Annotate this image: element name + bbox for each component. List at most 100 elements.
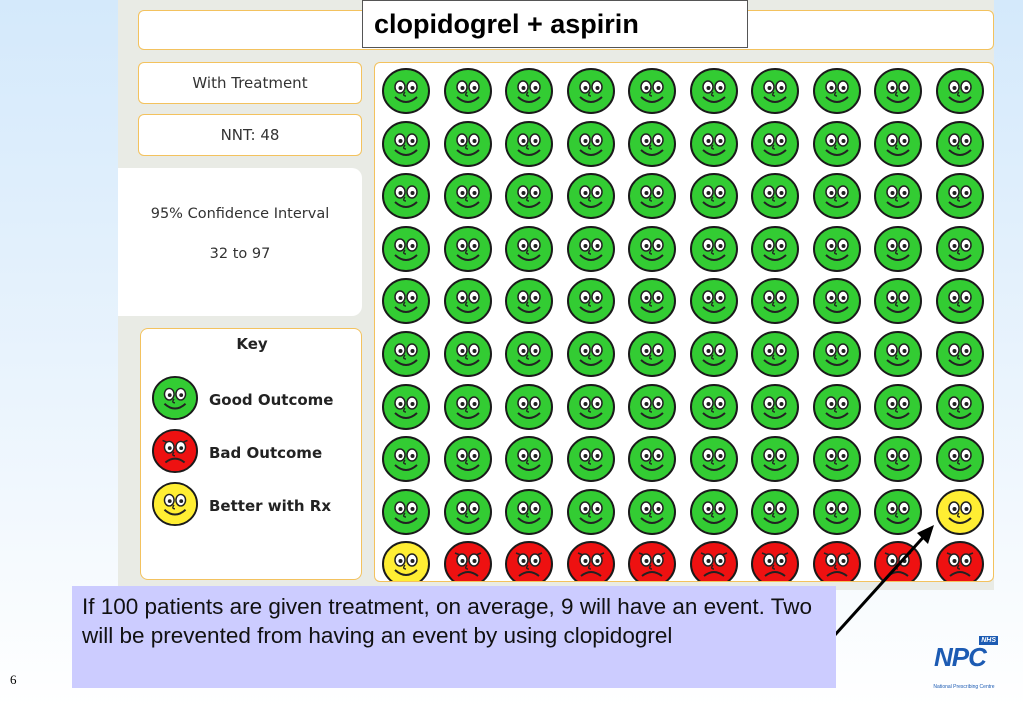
bad-outcome-face-icon	[443, 540, 493, 581]
good-outcome-face-icon	[443, 435, 493, 483]
npc-logo-subtitle: National Prescribing Centre	[933, 684, 995, 690]
key-title: Key	[236, 335, 268, 353]
good-outcome-face-icon	[627, 225, 677, 273]
good-outcome-face-icon	[873, 225, 923, 273]
good-outcome-face-icon	[935, 277, 985, 325]
good-outcome-face-icon	[812, 172, 862, 220]
bad-outcome-face-icon	[873, 540, 923, 581]
good-outcome-face-icon	[689, 277, 739, 325]
good-outcome-face-icon	[504, 277, 554, 325]
good-outcome-face-icon	[504, 225, 554, 273]
good-outcome-face-icon	[566, 383, 616, 431]
good-outcome-face-icon	[566, 172, 616, 220]
good-outcome-face-icon	[381, 172, 431, 220]
good-outcome-face-icon	[935, 225, 985, 273]
good-outcome-face-icon	[504, 330, 554, 378]
npc-logo: NHS NPC National Prescribing Centre	[928, 636, 1000, 698]
good-outcome-face-icon	[566, 225, 616, 273]
good-outcome-face-icon	[812, 277, 862, 325]
good-outcome-face-icon	[627, 435, 677, 483]
good-outcome-face-icon	[381, 225, 431, 273]
key-label-bad: Bad Outcome	[209, 444, 323, 462]
good-outcome-face-icon	[443, 67, 493, 115]
good-outcome-face-icon	[873, 277, 923, 325]
good-outcome-face-icon	[566, 488, 616, 536]
good-outcome-face-icon	[443, 120, 493, 168]
slide-title: clopidogrel + aspirin	[362, 0, 748, 48]
key-legend: Key Good Outcome Bad Outcome Better with…	[140, 328, 362, 580]
good-outcome-face-icon	[151, 375, 199, 425]
good-outcome-face-icon	[812, 225, 862, 273]
good-outcome-face-icon	[689, 330, 739, 378]
good-outcome-face-icon	[443, 225, 493, 273]
good-outcome-face-icon	[443, 172, 493, 220]
good-outcome-face-icon	[873, 435, 923, 483]
good-outcome-face-icon	[689, 172, 739, 220]
good-outcome-face-icon	[566, 120, 616, 168]
good-outcome-face-icon	[627, 330, 677, 378]
slide-number: 6	[10, 672, 17, 687]
treatment-label: With Treatment	[138, 62, 362, 104]
good-outcome-face-icon	[504, 383, 554, 431]
good-outcome-face-icon	[935, 172, 985, 220]
better-with-rx-face-icon	[935, 488, 985, 536]
good-outcome-face-icon	[935, 67, 985, 115]
key-item-good: Good Outcome	[151, 375, 334, 421]
good-outcome-face-icon	[935, 120, 985, 168]
good-outcome-face-icon	[750, 488, 800, 536]
good-outcome-face-icon	[750, 67, 800, 115]
good-outcome-face-icon	[504, 67, 554, 115]
good-outcome-face-icon	[381, 277, 431, 325]
good-outcome-face-icon	[750, 277, 800, 325]
good-outcome-face-icon	[381, 330, 431, 378]
good-outcome-face-icon	[935, 383, 985, 431]
good-outcome-face-icon	[873, 330, 923, 378]
bad-outcome-face-icon	[566, 540, 616, 581]
good-outcome-face-icon	[812, 383, 862, 431]
good-outcome-face-icon	[689, 225, 739, 273]
good-outcome-face-icon	[873, 488, 923, 536]
confidence-interval-panel: 95% Confidence Interval 32 to 97	[118, 168, 362, 316]
good-outcome-face-icon	[443, 383, 493, 431]
good-outcome-face-icon	[873, 383, 923, 431]
good-outcome-face-icon	[627, 172, 677, 220]
good-outcome-face-icon	[689, 120, 739, 168]
good-outcome-face-icon	[627, 120, 677, 168]
key-label-good: Good Outcome	[209, 391, 334, 409]
good-outcome-face-icon	[750, 435, 800, 483]
good-outcome-face-icon	[566, 277, 616, 325]
good-outcome-face-icon	[443, 488, 493, 536]
good-outcome-face-icon	[750, 172, 800, 220]
good-outcome-face-icon	[750, 330, 800, 378]
good-outcome-face-icon	[812, 67, 862, 115]
key-label-better: Better with Rx	[209, 497, 332, 515]
better-with-rx-face-icon	[381, 540, 431, 581]
bad-outcome-face-icon	[812, 540, 862, 581]
good-outcome-face-icon	[566, 67, 616, 115]
good-outcome-face-icon	[381, 67, 431, 115]
good-outcome-face-icon	[935, 435, 985, 483]
good-outcome-face-icon	[504, 120, 554, 168]
better-with-rx-face-icon	[151, 481, 199, 531]
good-outcome-face-icon	[381, 120, 431, 168]
key-item-better: Better with Rx	[151, 481, 332, 527]
bad-outcome-face-icon	[750, 540, 800, 581]
good-outcome-face-icon	[504, 435, 554, 483]
good-outcome-face-icon	[627, 488, 677, 536]
good-outcome-face-icon	[443, 330, 493, 378]
good-outcome-face-icon	[381, 435, 431, 483]
bad-outcome-face-icon	[935, 540, 985, 581]
confidence-interval-title: 95% Confidence Interval	[150, 206, 330, 222]
good-outcome-face-icon	[812, 435, 862, 483]
good-outcome-face-icon	[504, 172, 554, 220]
good-outcome-face-icon	[873, 120, 923, 168]
good-outcome-face-icon	[689, 67, 739, 115]
good-outcome-face-icon	[812, 120, 862, 168]
good-outcome-face-icon	[750, 383, 800, 431]
good-outcome-face-icon	[381, 488, 431, 536]
good-outcome-face-icon	[873, 67, 923, 115]
patient-outcome-grid	[374, 62, 994, 582]
good-outcome-face-icon	[566, 330, 616, 378]
good-outcome-face-icon	[627, 277, 677, 325]
good-outcome-face-icon	[627, 383, 677, 431]
